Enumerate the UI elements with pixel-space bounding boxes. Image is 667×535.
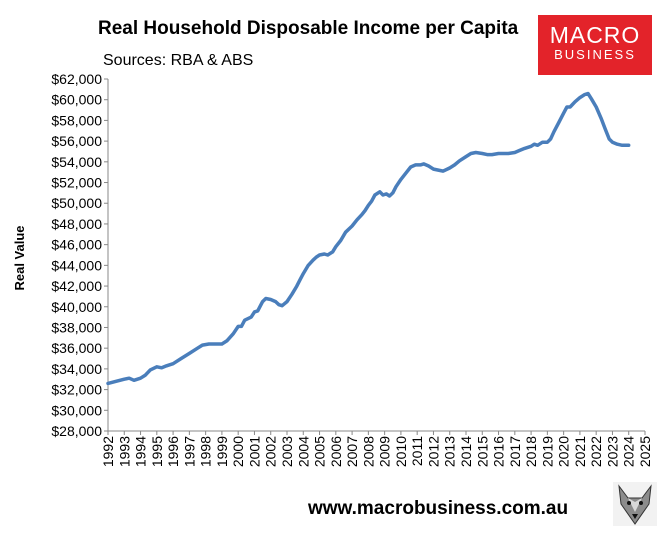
x-tick-label: 2010	[393, 436, 409, 467]
x-tick-label: 2007	[344, 436, 360, 467]
y-tick-label: $32,000	[51, 382, 102, 398]
x-tick-label: 1992	[100, 436, 116, 467]
x-tick-label: 2002	[263, 436, 279, 467]
x-tick-label: 2011	[409, 436, 425, 466]
y-tick-label: $44,000	[51, 257, 102, 273]
x-tick-label: 2012	[425, 436, 441, 467]
footer-url: www.macrobusiness.com.au	[308, 498, 569, 519]
y-tick-label: $34,000	[51, 361, 102, 377]
logo-line-1: MACRO	[549, 22, 641, 48]
x-tick-label: 2015	[474, 436, 490, 467]
x-tick-label: 2013	[442, 436, 458, 467]
y-tick-label: $40,000	[51, 299, 102, 315]
y-tick-label: $62,000	[51, 71, 102, 87]
series-group	[106, 91, 631, 386]
x-tick-label: 2014	[458, 436, 474, 467]
x-tick-label: 2008	[360, 436, 376, 467]
x-tick-label: 2016	[491, 436, 507, 467]
y-tick-label: $28,000	[51, 423, 102, 439]
x-tick-label: 2022	[588, 436, 604, 467]
x-tick-label: 2025	[637, 436, 653, 467]
x-tick-label: 2005	[312, 436, 328, 467]
y-tick-label: $38,000	[51, 319, 102, 335]
x-tick-label: 2020	[556, 436, 572, 467]
x-tick-label: 2021	[572, 436, 588, 467]
y-axis-label: Real Value	[12, 225, 27, 290]
x-tick-label: 1996	[165, 436, 181, 467]
x-tick-label: 2001	[246, 436, 262, 467]
wolf-logo-icon	[613, 482, 657, 526]
y-tick-label: $58,000	[51, 112, 102, 128]
x-tick-label: 1998	[198, 436, 214, 467]
y-tick-label: $52,000	[51, 175, 102, 191]
x-tick-label: 1999	[214, 436, 230, 467]
x-tick-label: 2009	[377, 436, 393, 467]
x-tick-label: 2006	[328, 436, 344, 467]
x-tick-label: 2023	[604, 436, 620, 467]
y-tick-label: $42,000	[51, 278, 102, 294]
x-tick-label: 1994	[133, 436, 149, 467]
y-tick-label: $36,000	[51, 340, 102, 356]
x-tick-label: 1995	[149, 436, 165, 467]
x-tick-label: 1993	[116, 436, 132, 467]
y-tick-label: $60,000	[51, 92, 102, 108]
chart-title: Real Household Disposable Income per Cap…	[98, 18, 519, 39]
x-tick-label: 2003	[279, 436, 295, 467]
x-tick-label: 2004	[295, 436, 311, 467]
x-tick-label: 2017	[507, 436, 523, 467]
macrobusiness-logo: MACRO BUSINESS	[538, 15, 652, 75]
x-tick-label: 2018	[523, 436, 539, 467]
y-tick-label: $30,000	[51, 402, 102, 418]
y-axis-ticks: $28,000 $30,000 $32,000 $34,000 $36,000 $38,0…	[51, 71, 108, 439]
x-tick-label: 2000	[230, 436, 246, 467]
y-tick-label: $54,000	[51, 154, 102, 170]
x-axis-ticks: 1992 1993 1994 1995 1996 1997 1998 1999 2000 2001…	[100, 431, 653, 467]
y-tick-label: $50,000	[51, 195, 102, 211]
x-tick-label: 2019	[539, 436, 555, 467]
y-tick-label: $46,000	[51, 237, 102, 253]
logo-line-2: BUSINESS	[554, 47, 636, 62]
y-tick-label: $56,000	[51, 133, 102, 149]
x-tick-label: 2024	[621, 436, 637, 467]
series-line	[106, 91, 631, 386]
x-tick-label: 1997	[181, 436, 197, 467]
chart-subtitle: Sources: RBA & ABS	[103, 52, 254, 69]
y-tick-label: $48,000	[51, 216, 102, 232]
